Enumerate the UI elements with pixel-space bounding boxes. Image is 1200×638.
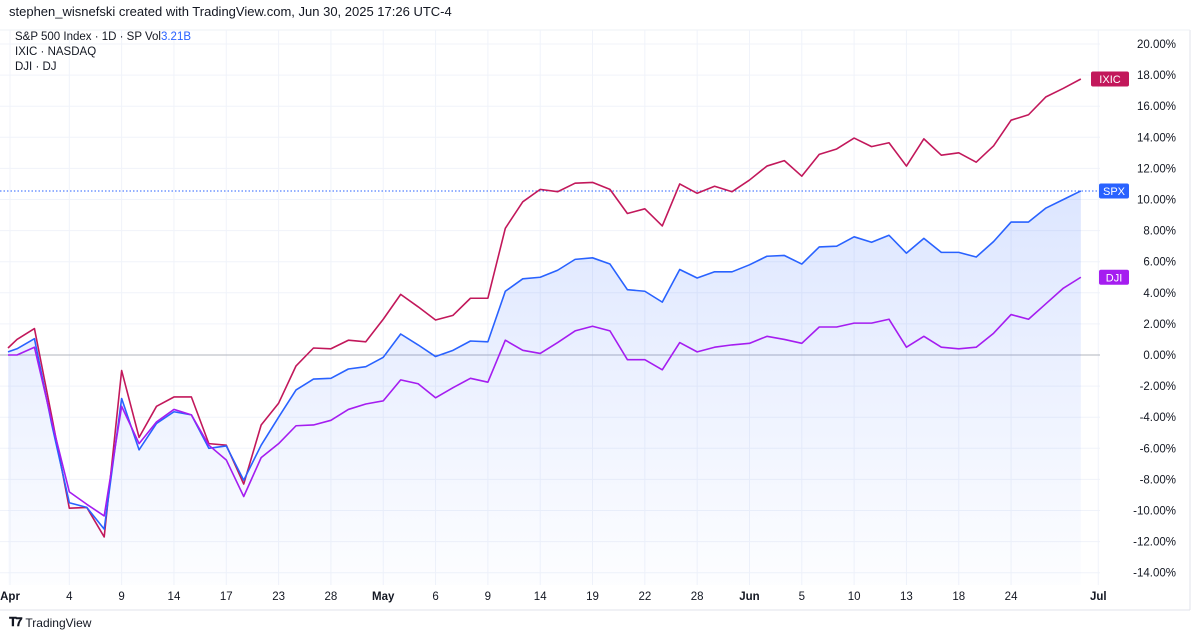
x-tick-label: 14 <box>534 591 547 603</box>
y-tick-label: 6.00% <box>1143 257 1176 269</box>
x-tick-label: 4 <box>66 591 73 603</box>
legend-spx-label: S&P 500 Index · 1D · SP Vol <box>15 31 161 43</box>
x-tick-label: Apr <box>0 591 20 603</box>
x-tick-label: 9 <box>118 591 124 603</box>
brand-name: TradingView <box>25 615 92 630</box>
x-tick-label: 22 <box>638 591 651 603</box>
x-tick-label: Jun <box>739 591 759 603</box>
x-tick-label: Jul <box>1090 591 1107 603</box>
badge-label: IXIC <box>1099 74 1120 86</box>
y-tick-label: 20.00% <box>1137 39 1176 51</box>
x-tick-label: 10 <box>848 591 861 603</box>
tradingview-logo-icon: 𝐓𝟕 <box>9 615 22 629</box>
legend-spx-volume: 3.21B <box>160 31 192 43</box>
legend-ixic[interactable]: IXIC · NASDAQ <box>15 46 97 58</box>
y-tick-label: -6.00% <box>1140 443 1176 455</box>
y-tick-label: -12.00% <box>1133 537 1176 549</box>
x-tick-label: 28 <box>325 591 338 603</box>
x-tick-label: 6 <box>432 591 438 603</box>
x-tick-label: 28 <box>691 591 704 603</box>
y-tick-label: 18.00% <box>1137 70 1176 82</box>
x-tick-label: 19 <box>586 591 599 603</box>
x-tick-label: 9 <box>485 591 491 603</box>
y-tick-label: 10.00% <box>1137 195 1176 207</box>
y-tick-label: -8.00% <box>1140 474 1176 486</box>
spx-area-fill <box>8 190 1081 585</box>
y-tick-label: 14.00% <box>1137 132 1176 144</box>
x-tick-label: 17 <box>220 591 233 603</box>
y-tick-label: -14.00% <box>1133 568 1176 580</box>
x-tick-label: 13 <box>900 591 913 603</box>
y-tick-label: 16.00% <box>1137 101 1176 113</box>
author-credit: stephen_wisnefski created with TradingVi… <box>9 4 452 19</box>
tradingview-brand[interactable]: 𝐓𝟕 TradingView <box>9 615 91 630</box>
y-tick-label: 2.00% <box>1143 319 1176 331</box>
badge-background <box>1091 71 1129 87</box>
y-tick-label: 0.00% <box>1143 350 1176 362</box>
plot-area <box>0 78 1100 585</box>
last-value-badge-dji: DJI <box>1099 269 1129 285</box>
y-tick-label: 8.00% <box>1143 226 1176 238</box>
y-tick-label: 12.00% <box>1137 163 1176 175</box>
time-axis[interactable]: Apr 4 9 14 17 23 28 May 6 9 14 19 22 28 Jun 5 10 13 18 24 Ju… <box>0 591 1106 603</box>
legend-dji[interactable]: DJI · DJ <box>15 61 57 73</box>
badge-label: SPX <box>1103 186 1126 198</box>
legend-spx[interactable]: S&P 500 Index · 1D · SP Vol3.21B <box>15 30 191 45</box>
badge-label: DJI <box>1106 272 1123 284</box>
x-tick-label: 5 <box>799 591 805 603</box>
y-tick-label: -2.00% <box>1140 381 1176 393</box>
last-value-badge-spx: SPX <box>1099 183 1129 199</box>
x-tick-label: May <box>372 591 395 603</box>
x-tick-label: 18 <box>952 591 965 603</box>
x-tick-label: 14 <box>168 591 181 603</box>
y-tick-label: -4.00% <box>1140 412 1176 424</box>
badge-background <box>1099 183 1129 199</box>
last-value-badge-ixic: IXIC <box>1091 71 1129 87</box>
price-axis[interactable]: 20.00% 18.00% 16.00% 14.00% 12.00% 10.00% 8.00… <box>1091 39 1176 580</box>
legend: S&P 500 Index · 1D · SP Vol3.21B IXIC · … <box>15 30 191 75</box>
y-tick-label: -10.00% <box>1133 506 1176 518</box>
x-tick-label: 23 <box>272 591 285 603</box>
y-tick-label: 4.00% <box>1143 288 1176 300</box>
badge-background <box>1099 269 1129 285</box>
x-tick-label: 24 <box>1005 591 1018 603</box>
